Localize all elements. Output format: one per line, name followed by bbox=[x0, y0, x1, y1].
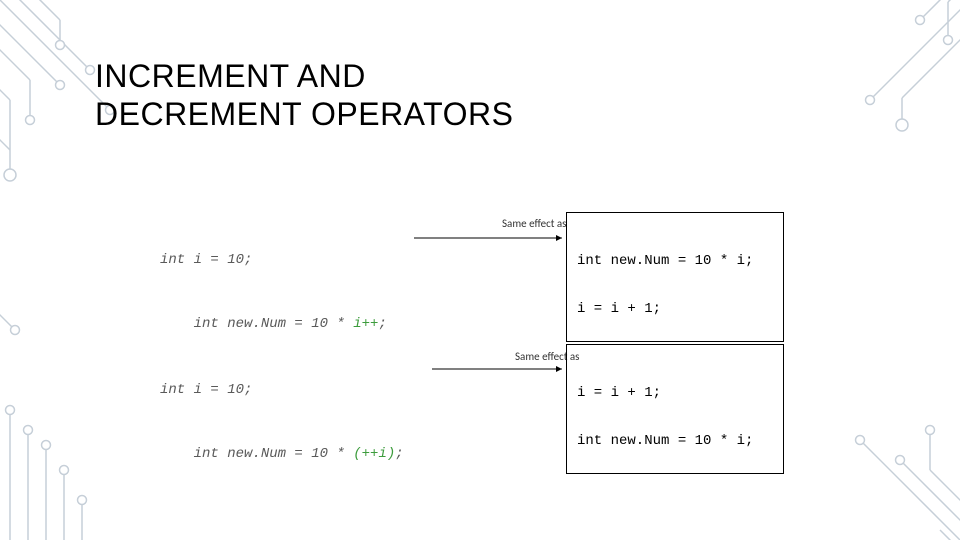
ex2-right-line1: i = i + 1; bbox=[577, 385, 661, 401]
ex2-left-line2c: ; bbox=[395, 446, 403, 462]
ex2-left-code: int i = 10; int new.Num = 10 * (++i); bbox=[160, 350, 404, 494]
ex1-annotation: Same effect as bbox=[502, 217, 566, 230]
ex1-right-line2: i = i + 1; bbox=[577, 301, 661, 317]
ex1-left-highlight: i++ bbox=[353, 316, 378, 332]
slide: { "title": "INCREMENT AND\nDECREMENT OPE… bbox=[0, 0, 960, 540]
ex1-left-code: int i = 10; int new.Num = 10 * i++; bbox=[160, 220, 387, 364]
ex2-left-line1: int i = 10; bbox=[160, 382, 252, 398]
ex1-left-line2a: int new.Num = 10 * bbox=[194, 316, 354, 332]
ex1-left-line2c: ; bbox=[378, 316, 386, 332]
ex1-right-line1: int new.Num = 10 * i; bbox=[577, 253, 753, 269]
ex2-left-highlight: (++i) bbox=[353, 446, 395, 462]
ex2-right-box: i = i + 1; int new.Num = 10 * i; bbox=[566, 344, 784, 474]
slide-title: INCREMENT ANDDECREMENT OPERATORS bbox=[95, 58, 513, 134]
ex1-right-box: int new.Num = 10 * i; i = i + 1; bbox=[566, 212, 784, 342]
ex2-left-line2a: int new.Num = 10 * bbox=[194, 446, 354, 462]
ex2-right-line2: int new.Num = 10 * i; bbox=[577, 433, 753, 449]
title-text: INCREMENT ANDDECREMENT OPERATORS bbox=[95, 58, 513, 132]
ex1-left-line1: int i = 10; bbox=[160, 252, 252, 268]
